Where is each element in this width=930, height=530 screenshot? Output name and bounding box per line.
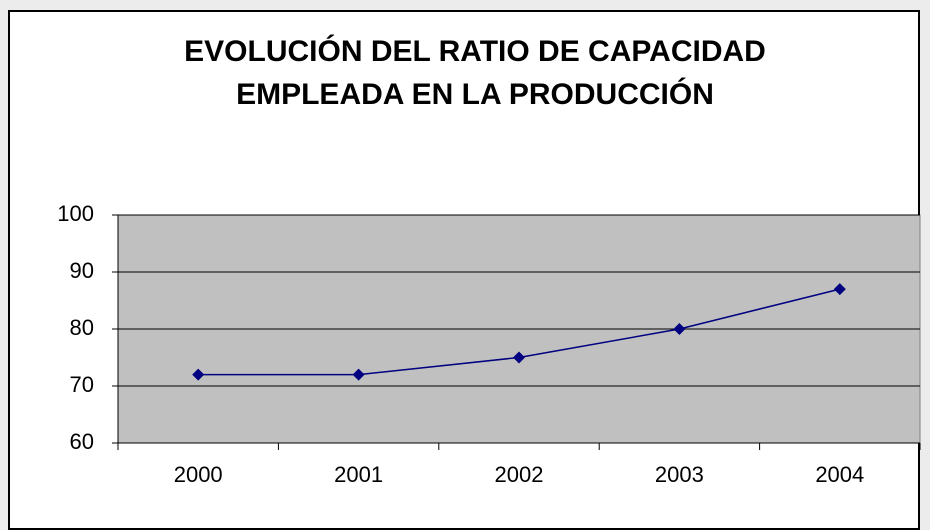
chart-title: EVOLUCIÓN DEL RATIO DE CAPACIDAD EMPLEAD… xyxy=(184,35,766,111)
marker xyxy=(833,283,846,296)
x-tick-label: 2000 xyxy=(174,462,223,487)
marker xyxy=(192,368,205,381)
x-tick-label: 2004 xyxy=(815,462,864,487)
marker xyxy=(513,351,525,364)
x-tick-label: 2001 xyxy=(334,462,383,487)
y-tick-label: 90 xyxy=(70,258,94,283)
y-tick-label: 60 xyxy=(70,429,94,454)
chart: 60 70 80 90 100 2000 2001 2002 2003 2004 xyxy=(57,201,921,487)
y-tick-label: 100 xyxy=(57,201,94,226)
x-tick-label: 2002 xyxy=(495,462,544,487)
y-tick-label: 70 xyxy=(70,372,94,397)
y-tick-label: 80 xyxy=(70,315,94,340)
x-tick-label: 2003 xyxy=(655,462,704,487)
marker xyxy=(673,323,686,335)
marker xyxy=(352,368,365,381)
page: EVOLUCIÓN DEL RATIO DE CAPACIDAD EMPLEAD… xyxy=(8,10,921,530)
